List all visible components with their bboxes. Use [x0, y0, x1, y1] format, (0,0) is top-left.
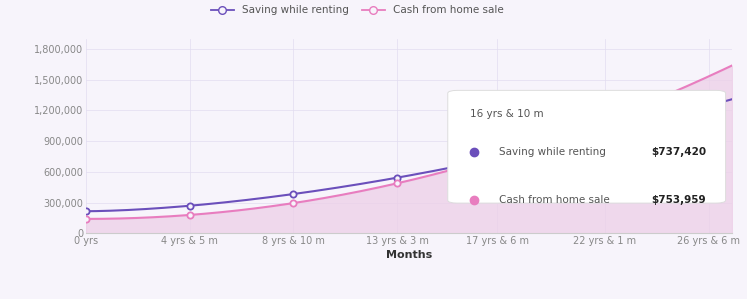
Text: $737,420: $737,420 — [651, 147, 706, 157]
X-axis label: Months: Months — [386, 250, 432, 260]
Text: Cash from home sale: Cash from home sale — [500, 195, 610, 205]
Text: $753,959: $753,959 — [651, 195, 706, 205]
Legend: Saving while renting, Cash from home sale: Saving while renting, Cash from home sal… — [207, 1, 508, 20]
FancyBboxPatch shape — [447, 90, 725, 203]
Text: Saving while renting: Saving while renting — [500, 147, 607, 157]
Text: 16 yrs & 10 m: 16 yrs & 10 m — [471, 109, 544, 119]
